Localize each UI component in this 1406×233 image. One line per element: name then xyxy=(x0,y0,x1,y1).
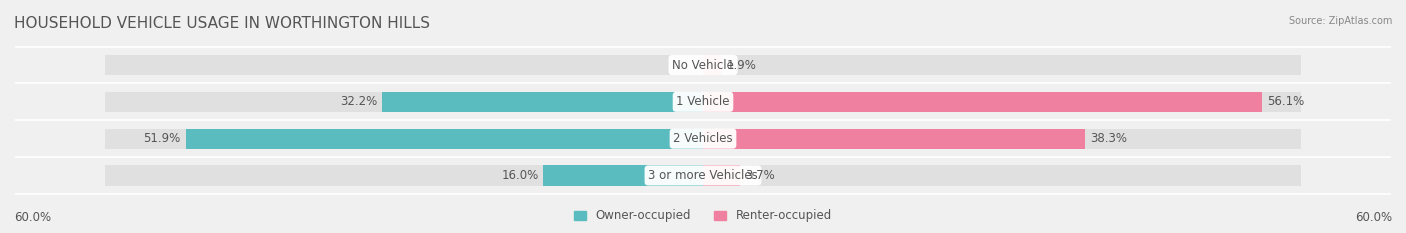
Bar xyxy=(703,55,1302,75)
Text: 60.0%: 60.0% xyxy=(14,211,51,224)
Text: No Vehicle: No Vehicle xyxy=(672,58,734,72)
Text: 60.0%: 60.0% xyxy=(1355,211,1392,224)
Text: 1 Vehicle: 1 Vehicle xyxy=(676,95,730,108)
Bar xyxy=(544,165,703,185)
Text: 3.7%: 3.7% xyxy=(745,169,775,182)
Text: 16.0%: 16.0% xyxy=(501,169,538,182)
Bar xyxy=(104,165,703,185)
Bar xyxy=(703,92,1263,112)
Bar xyxy=(104,92,703,112)
Text: 51.9%: 51.9% xyxy=(143,132,180,145)
Bar xyxy=(703,129,1302,149)
Bar xyxy=(186,129,703,149)
Bar xyxy=(703,129,1085,149)
Bar xyxy=(382,92,703,112)
Text: 56.1%: 56.1% xyxy=(1267,95,1305,108)
Text: 3 or more Vehicles: 3 or more Vehicles xyxy=(648,169,758,182)
Text: 32.2%: 32.2% xyxy=(340,95,377,108)
Bar xyxy=(104,129,703,149)
Text: 38.3%: 38.3% xyxy=(1090,132,1126,145)
Bar xyxy=(703,165,1302,185)
Text: HOUSEHOLD VEHICLE USAGE IN WORTHINGTON HILLS: HOUSEHOLD VEHICLE USAGE IN WORTHINGTON H… xyxy=(14,16,430,31)
Bar xyxy=(104,55,703,75)
Text: Source: ZipAtlas.com: Source: ZipAtlas.com xyxy=(1288,16,1392,26)
Text: 2 Vehicles: 2 Vehicles xyxy=(673,132,733,145)
Text: 1.9%: 1.9% xyxy=(727,58,756,72)
Bar xyxy=(703,165,740,185)
Bar xyxy=(703,55,721,75)
Bar xyxy=(703,92,1302,112)
Legend: Owner-occupied, Renter-occupied: Owner-occupied, Renter-occupied xyxy=(569,205,837,227)
